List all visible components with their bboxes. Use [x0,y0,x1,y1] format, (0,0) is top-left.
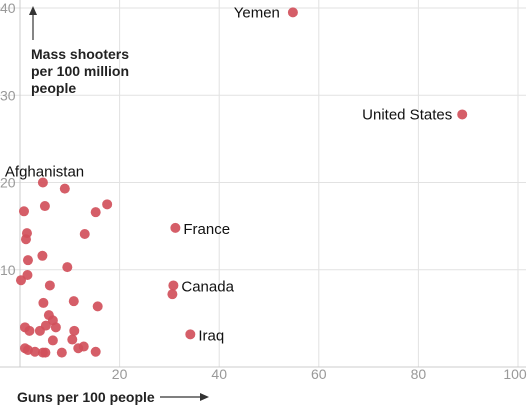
y-tick-label: 10 [0,262,16,278]
data-point [24,325,35,336]
data-point-united-states [457,109,468,120]
y-axis-label-line-1: Mass shooters [31,46,129,62]
data-point-yemen [287,7,298,18]
data-point [29,346,40,357]
x-axis-arrow-head [200,393,209,401]
data-point [50,322,61,333]
tick-labels: 20 40 60 80 100 10 20 30 40 [0,0,527,382]
data-point [67,334,78,345]
data-point [20,234,31,245]
x-tick-label: 100 [503,366,527,382]
data-point [102,199,113,210]
data-point [39,201,50,212]
data-point [40,320,51,331]
x-tick-label: 60 [311,366,327,382]
data-point [38,297,49,308]
x-tick-label: 80 [411,366,427,382]
data-point [18,206,29,217]
data-point [78,341,89,352]
data-point [68,296,79,307]
data-point [22,255,33,266]
y-axis-label: Mass shooters per 100 million people [29,6,129,96]
point-label-iraq: Iraq [198,327,224,344]
data-point [40,347,51,358]
data-point [59,183,70,194]
x-axis-label: Guns per 100 people [17,389,209,405]
data-point [56,347,67,358]
data-point [90,207,101,218]
point-label-canada: Canada [181,278,234,295]
data-point [37,250,48,261]
y-axis-arrow-head [29,6,37,15]
y-tick-label: 40 [0,0,16,16]
point-label-france: France [183,221,230,238]
y-tick-label: 20 [0,175,16,191]
data-point-afghanistan [37,177,48,188]
y-axis-label-line-2: per 100 million [31,63,129,79]
data-point [62,262,73,273]
data-point-canada [168,280,179,291]
data-point [69,325,80,336]
data-point [79,228,90,239]
data-point [92,301,103,312]
data-point [44,280,55,291]
data-point [22,269,33,280]
point-label-yemen: Yemen [234,4,280,21]
y-axis-label-line-3: people [31,80,76,96]
data-point [90,346,101,357]
data-point [47,335,58,346]
data-point-france [170,222,181,233]
point-label-afghanistan: Afghanistan [5,164,84,181]
x-axis-label-text: Guns per 100 people [17,389,155,405]
data-point-iraq [185,329,196,340]
grid-lines [0,0,526,367]
data-point [167,289,178,300]
x-tick-label: 40 [211,366,227,382]
y-tick-label: 30 [0,87,16,103]
data-points [15,7,468,358]
axes [0,0,526,368]
point-label-united-states: United States [362,106,452,123]
point-labels: Yemen United States France Canada Iraq Afghan… [5,4,452,344]
x-tick-label: 20 [112,366,128,382]
